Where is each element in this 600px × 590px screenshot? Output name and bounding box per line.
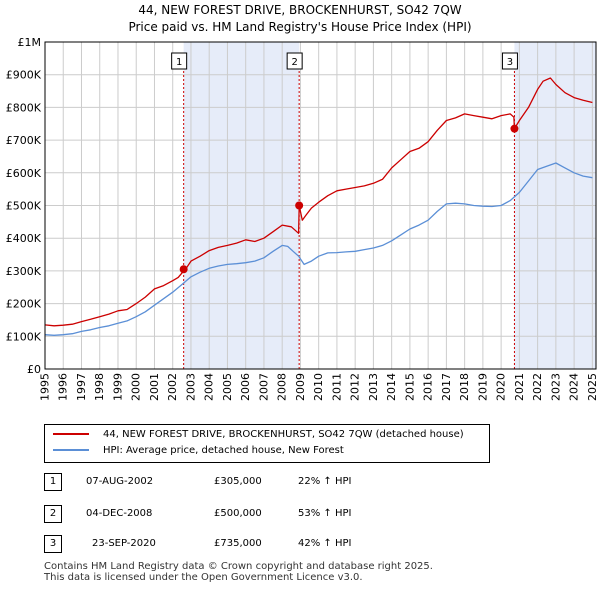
legend-label-hpi: HPI: Average price, detached house, New … [103, 445, 344, 456]
y-tick-label: £200K [6, 298, 42, 311]
sale-date: 23-SEP-2020 [92, 538, 156, 549]
x-tick-label: 2014 [385, 373, 398, 401]
sale-number-label: 2 [291, 57, 297, 68]
x-tick-label: 2021 [513, 373, 526, 401]
x-tick-label: 2005 [221, 373, 234, 401]
x-tick-label: 1997 [75, 373, 88, 401]
y-tick-label: £1M [18, 36, 42, 49]
x-tick-label: 2020 [495, 373, 508, 401]
sale-number-label: 3 [507, 57, 513, 68]
sale-date: 04-DEC-2008 [86, 508, 153, 519]
price-chart: 1 2 3 £0 £100K £200K £300K £400K £500K £600K £700… [6, 36, 599, 401]
sale-point-marker [295, 201, 304, 210]
x-tick-label: 2019 [476, 373, 489, 401]
title-line-2: Price paid vs. HM Land Registry's House … [128, 20, 472, 34]
footer: Contains HM Land Registry data © Crown c… [44, 561, 433, 583]
hpi-line [44, 162, 593, 336]
x-tick-label: 2013 [367, 373, 380, 401]
x-tick-label: 1995 [39, 373, 52, 401]
sale-number-badge: 3 [44, 535, 62, 553]
sale-hpi-change: 22% ↑ HPI [298, 476, 352, 487]
legend-item-hpi: HPI: Average price, detached house, New … [53, 443, 344, 459]
x-tick-label: 2011 [330, 373, 343, 401]
sale-point-marker [510, 124, 519, 133]
sale-hpi-change: 53% ↑ HPI [298, 508, 352, 519]
y-tick-label: £900K [6, 69, 42, 82]
sale-point-marker [179, 265, 188, 274]
x-tick-label: 2003 [184, 373, 197, 401]
title-line-1: 44, NEW FOREST DRIVE, BROCKENHURST, SO42… [138, 3, 462, 17]
y-tick-label: £100K [6, 330, 42, 343]
x-tick-label: 1999 [111, 373, 124, 401]
footer-line-2: This data is licensed under the Open Gov… [44, 572, 363, 583]
sale-number-badge: 1 [44, 473, 62, 491]
x-tick-label: 2025 [586, 373, 599, 401]
sale-number-box [171, 52, 188, 70]
x-tick-label: 2012 [349, 373, 362, 401]
y-tick-label: £500K [6, 200, 42, 213]
legend-label-property: 44, NEW FOREST DRIVE, BROCKENHURST, SO42… [103, 429, 464, 440]
x-tick-label: 2006 [239, 373, 252, 401]
y-tick-label: £0 [27, 363, 41, 376]
sale-price: £500,000 [214, 508, 262, 519]
x-tick-label: 2023 [549, 373, 562, 401]
x-tick-label: 2004 [203, 373, 216, 401]
legend: 44, NEW FOREST DRIVE, BROCKENHURST, SO42… [44, 424, 490, 463]
sale-hpi-change: 42% ↑ HPI [298, 538, 352, 549]
sale-number-badge: 2 [44, 505, 62, 523]
sale-number-box [501, 52, 518, 70]
y-tick-label: £700K [6, 134, 42, 147]
property-price-line [44, 77, 593, 327]
x-tick-label: 1996 [57, 373, 70, 401]
legend-swatch-property [53, 433, 89, 435]
y-tick-label: £400K [6, 232, 42, 245]
sale-price: £735,000 [214, 538, 262, 549]
plot-area-border [44, 41, 597, 370]
legend-item-property: 44, NEW FOREST DRIVE, BROCKENHURST, SO42… [53, 427, 464, 443]
y-tick-label: £600K [6, 167, 42, 180]
x-tick-label: 2008 [276, 373, 289, 401]
x-tick-label: 2016 [422, 373, 435, 401]
sale-date: 07-AUG-2002 [86, 476, 154, 487]
x-tick-label: 1998 [93, 373, 106, 401]
x-tick-label: 2009 [294, 373, 307, 401]
sale-number-box [286, 52, 303, 70]
x-tick-label: 2001 [148, 373, 161, 401]
sale-number-label: 1 [176, 57, 182, 68]
x-tick-label: 2000 [130, 373, 143, 401]
x-tick-label: 2017 [440, 373, 453, 401]
legend-swatch-hpi [53, 449, 89, 451]
x-tick-label: 2002 [166, 373, 179, 401]
sale-price: £305,000 [214, 476, 262, 487]
x-tick-label: 2007 [257, 373, 270, 401]
x-tick-label: 2018 [458, 373, 471, 401]
x-tick-label: 2010 [312, 373, 325, 401]
y-tick-label: £800K [6, 101, 42, 114]
footer-line-1: Contains HM Land Registry data © Crown c… [44, 561, 433, 572]
chart-title: 44, NEW FOREST DRIVE, BROCKENHURST, SO42… [0, 2, 600, 36]
x-tick-label: 2015 [403, 373, 416, 401]
x-tick-label: 2022 [531, 373, 544, 401]
x-tick-label: 2024 [568, 373, 581, 401]
y-tick-label: £300K [6, 265, 42, 278]
